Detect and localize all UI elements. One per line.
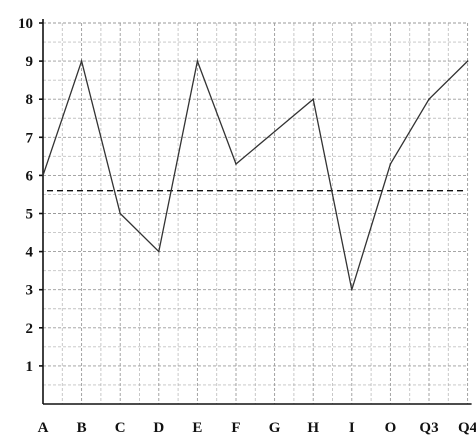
y-tick-label: 5 — [26, 207, 34, 223]
x-tick-label: F — [231, 420, 240, 436]
y-tick-label: 7 — [26, 130, 34, 146]
data-point — [428, 98, 430, 100]
data-point — [235, 163, 237, 165]
x-tick-label: Q4 — [458, 420, 476, 436]
x-tick-label: Q3 — [419, 420, 438, 436]
data-point — [389, 163, 392, 165]
y-tick-label: 10 — [18, 16, 33, 32]
data-point — [42, 174, 44, 177]
x-tick-label: I — [349, 420, 355, 436]
x-tick-labels: A B C D E F G H I O Q3 Q4 — [38, 420, 476, 436]
y-tick-label: 6 — [26, 168, 34, 184]
x-tick-label: A — [38, 420, 49, 436]
y-tick-label: 2 — [26, 321, 34, 337]
x-tick-label: G — [269, 420, 281, 436]
x-tick-label: H — [307, 420, 319, 436]
x-tick-label: O — [385, 420, 397, 436]
x-tick-label: D — [153, 420, 164, 436]
data-point — [158, 250, 160, 253]
data-point — [80, 60, 83, 62]
data-point — [351, 288, 353, 291]
x-tick-label: C — [115, 420, 126, 436]
data-point — [466, 60, 469, 62]
data-point — [312, 98, 315, 100]
y-tick-label: 8 — [26, 92, 34, 108]
series-layer — [42, 58, 469, 291]
y-tick-label: 1 — [26, 359, 34, 375]
y-tick-label: 4 — [26, 245, 34, 261]
axes — [39, 19, 472, 405]
y-tick-label: 3 — [26, 283, 34, 299]
y-tick-labels: 1 2 3 4 5 6 7 8 9 10 — [18, 16, 34, 375]
x-tick-label: E — [192, 420, 202, 436]
y-tick-label: 9 — [26, 54, 34, 70]
data-point — [119, 212, 121, 215]
grid — [43, 22, 469, 404]
data-point — [196, 60, 199, 62]
x-tick-label: B — [77, 420, 87, 436]
